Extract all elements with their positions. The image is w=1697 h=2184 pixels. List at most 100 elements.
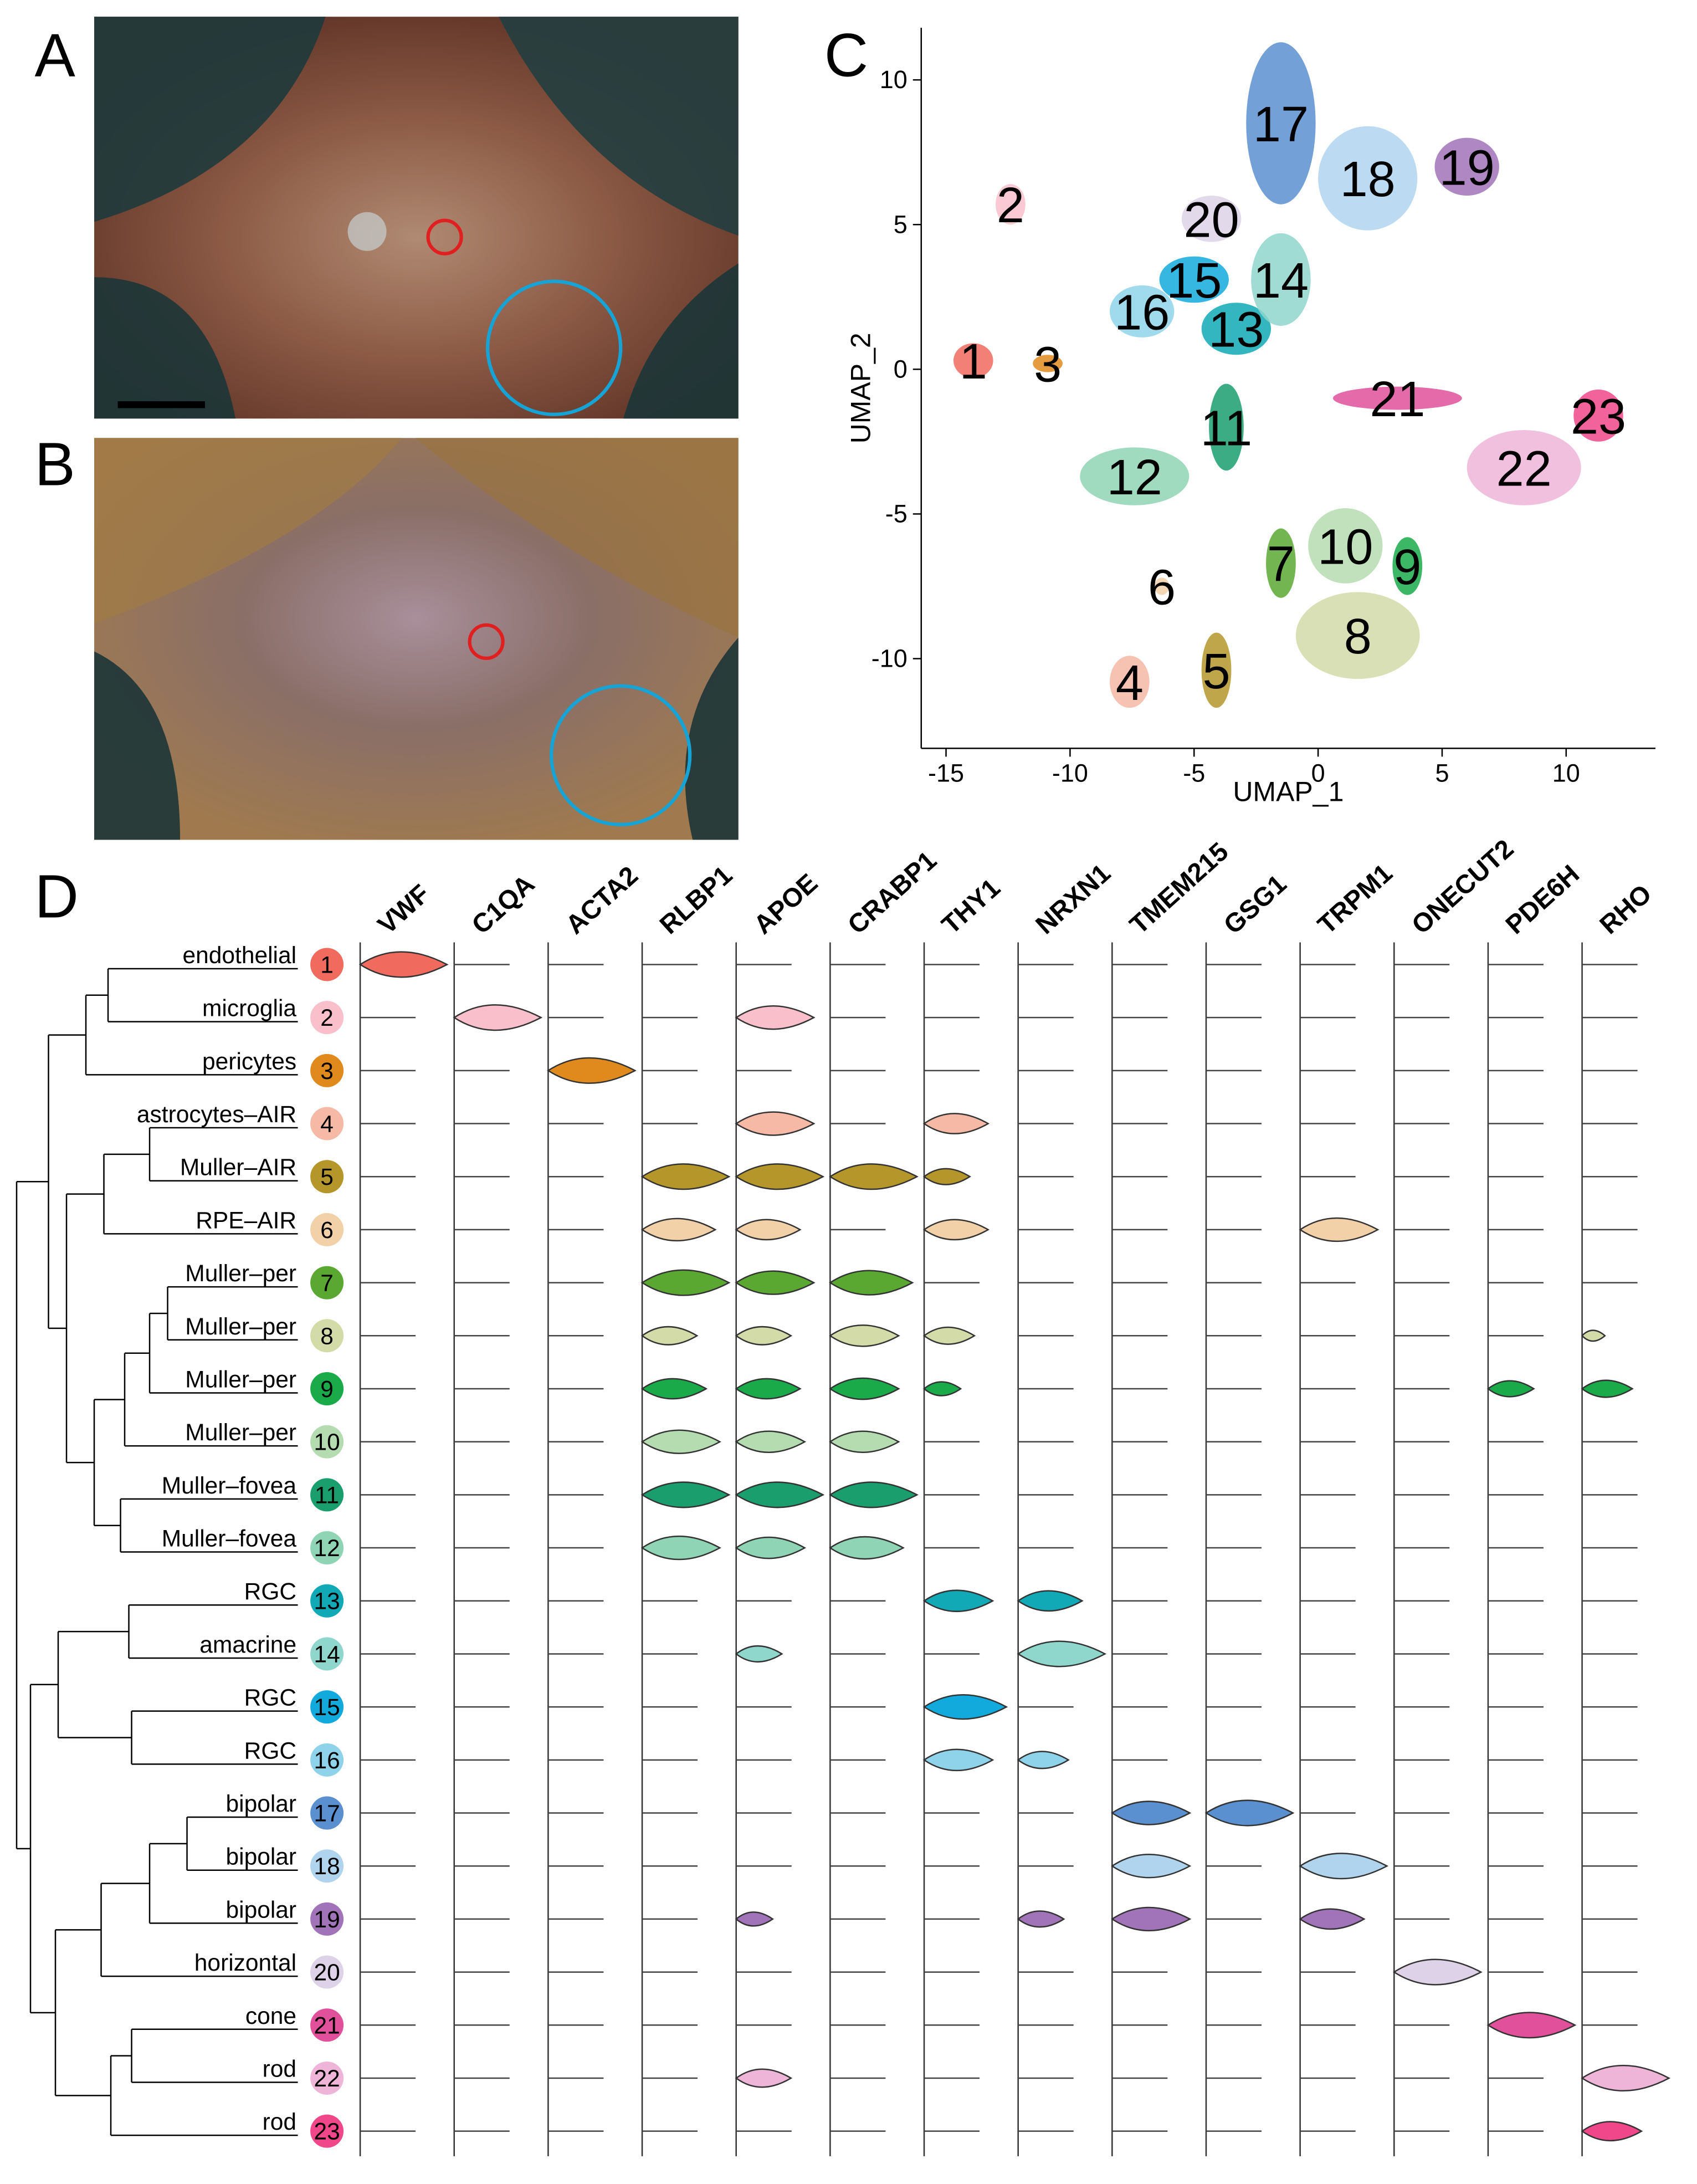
- cluster-label: 17: [1253, 97, 1309, 152]
- violin: [829, 1481, 919, 1508]
- cluster-label: 1: [960, 334, 987, 390]
- cluster-number: 3: [320, 1058, 334, 1085]
- violin: [640, 1535, 721, 1561]
- cluster-badge: [310, 1955, 344, 1989]
- cluster-cloud: [1251, 233, 1311, 326]
- violin: [735, 1219, 802, 1241]
- violin: [829, 1270, 914, 1296]
- cluster-number: 6: [320, 1218, 334, 1244]
- cluster-badge: [310, 1372, 344, 1405]
- x-tick-label: -10: [1052, 759, 1088, 787]
- violin: [453, 1004, 543, 1031]
- x-tick-label: -15: [928, 759, 964, 787]
- violin: [922, 1589, 994, 1613]
- cluster-badge: [310, 1690, 344, 1724]
- panel-label: B: [35, 430, 75, 498]
- cluster-cloud: [1392, 537, 1423, 595]
- cell-type-label: amacrine: [199, 1632, 296, 1658]
- cell-type-label: cone: [245, 2003, 296, 2029]
- cluster-label: 8: [1344, 609, 1372, 664]
- violin: [735, 2068, 793, 2088]
- violin: [1111, 1906, 1192, 1931]
- gene-label: GSG1: [1218, 869, 1293, 940]
- cluster-number: 14: [314, 1641, 340, 1668]
- cluster-number: 5: [320, 1164, 334, 1190]
- gene-label: TMEM215: [1124, 837, 1234, 940]
- cluster-number: 10: [314, 1430, 340, 1456]
- cluster-badge: [310, 1160, 344, 1194]
- cell-type-label: Muller–per: [185, 1314, 296, 1340]
- cluster-number: 11: [315, 1482, 339, 1508]
- cluster-cloud: [1434, 137, 1499, 196]
- cluster-label: 16: [1114, 285, 1170, 340]
- cell-type-label: rod: [263, 2109, 296, 2135]
- cluster-number: 9: [320, 1377, 334, 1403]
- violin: [1111, 1854, 1192, 1879]
- violin: [735, 1005, 816, 1030]
- cell-type-label: horizontal: [194, 1950, 296, 1976]
- cluster-label: 10: [1317, 519, 1373, 575]
- cluster-badge: [310, 1107, 344, 1140]
- cluster-cloud: [1573, 389, 1623, 442]
- cluster-label: 18: [1340, 152, 1396, 207]
- cluster-label: 13: [1208, 303, 1264, 358]
- cell-type-label: microglia: [202, 996, 296, 1022]
- cluster-number: 23: [314, 2119, 340, 2145]
- cell-type-label: RGC: [244, 1738, 296, 1764]
- violin: [922, 1748, 994, 1772]
- cell-type-label: rod: [263, 2056, 296, 2082]
- cluster-label: 7: [1267, 537, 1295, 592]
- cluster-badge: [310, 1743, 344, 1777]
- violin: [1581, 2064, 1671, 2092]
- violin: [829, 1430, 900, 1453]
- cluster-cloud: [1209, 383, 1244, 471]
- violin: [1111, 1801, 1192, 1825]
- x-tick-label: 5: [1435, 759, 1449, 787]
- cluster-number: 18: [314, 1854, 340, 1880]
- violin: [922, 1326, 976, 1345]
- violin: [735, 1911, 774, 1927]
- cluster-badge: [310, 2008, 344, 2042]
- gene-label: RLBP1: [654, 861, 738, 940]
- cluster-badge: [310, 2061, 344, 2095]
- gene-label: C1QA: [466, 869, 541, 940]
- cluster-label: 14: [1253, 253, 1309, 309]
- cluster-cloud: [1318, 126, 1418, 231]
- violin: [922, 1168, 971, 1185]
- gene-label: APOE: [748, 868, 824, 940]
- cluster-label: 6: [1148, 560, 1176, 615]
- violin: [735, 1326, 793, 1346]
- gene-label: VWF: [372, 879, 435, 940]
- violin: [1581, 1329, 1606, 1342]
- panel-label: D: [35, 862, 79, 930]
- violin: [547, 1057, 637, 1084]
- x-tick-label: 10: [1552, 759, 1580, 787]
- y-axis-label: UMAP_2: [845, 333, 876, 443]
- cluster-number: 4: [320, 1112, 334, 1138]
- violin: [1017, 1640, 1107, 1668]
- violin: [1299, 1853, 1389, 1880]
- violin: [640, 1481, 731, 1508]
- cluster-cloud: [1201, 632, 1232, 708]
- cluster-number: 13: [314, 1589, 340, 1615]
- photo-a: [94, 17, 739, 419]
- cluster-cloud: [1181, 196, 1242, 242]
- cluster-badge: [310, 2114, 344, 2148]
- cluster-cloud: [1080, 447, 1190, 505]
- cluster-number: 15: [314, 1695, 340, 1721]
- cluster-label: 12: [1107, 450, 1162, 505]
- cluster-badge: [310, 948, 344, 981]
- cluster-label: 23: [1571, 389, 1626, 444]
- cluster-badge: [310, 1053, 344, 1087]
- violin: [735, 1111, 816, 1136]
- cluster-badge: [310, 1266, 344, 1300]
- violin: [829, 1163, 919, 1190]
- cell-type-label: pericytes: [202, 1048, 296, 1075]
- cell-type-label: Muller–fovea: [162, 1473, 297, 1499]
- cluster-cloud: [1332, 386, 1462, 410]
- cluster-label: 22: [1496, 441, 1552, 497]
- cell-type-label: bipolar: [225, 1844, 296, 1870]
- cluster-cloud: [1308, 508, 1383, 584]
- cluster-number: 22: [314, 2066, 340, 2092]
- cluster-badge: [310, 1796, 344, 1830]
